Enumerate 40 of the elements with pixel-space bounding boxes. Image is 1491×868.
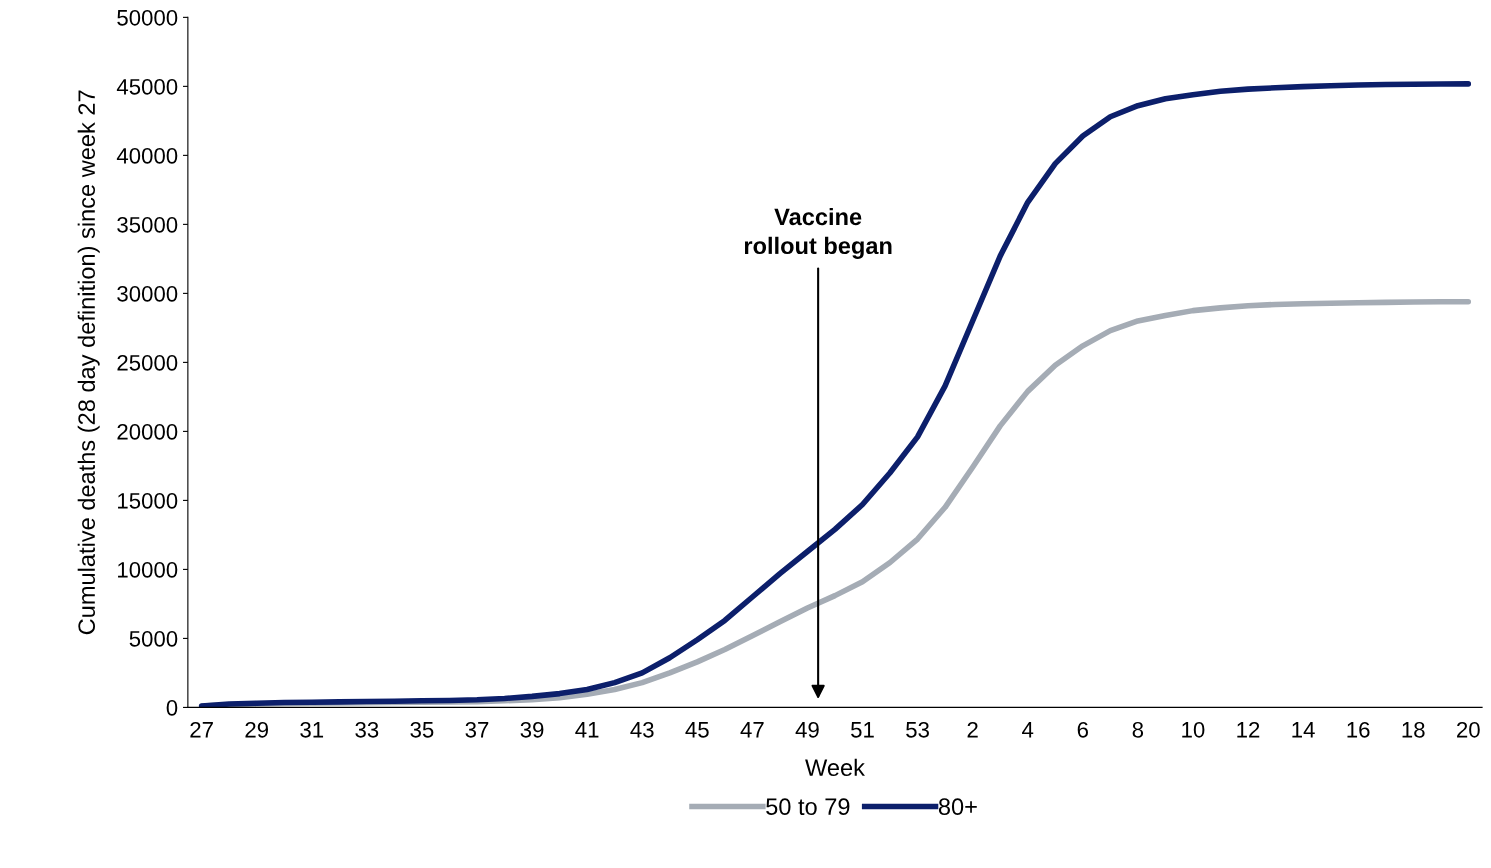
y-tick-label: 15000 xyxy=(118,492,178,509)
x-tick-label: 31 xyxy=(300,721,324,738)
x-tick-label: 41 xyxy=(575,722,599,738)
y-tick-label: 35000 xyxy=(117,216,178,233)
y-tick-label: 5000 xyxy=(129,630,178,647)
legend-label: 50 to 79 xyxy=(766,798,850,816)
x-tick-label: 18 xyxy=(1402,721,1425,738)
x-tick-label: 39 xyxy=(520,721,544,738)
x-tick-label: 33 xyxy=(355,721,379,738)
x-tick-label: 6 xyxy=(1077,721,1088,738)
x-tick-label: 10 xyxy=(1182,721,1205,738)
x-tick-label: 29 xyxy=(245,721,269,738)
x-tick-label: 49 xyxy=(795,721,819,738)
x-tick-label: 35 xyxy=(410,721,434,738)
y-tick-label: 50000 xyxy=(117,9,178,26)
y-tick-label: 25000 xyxy=(117,354,178,371)
y-axis-title: Cumulative deaths (28 day definition) since week 27 xyxy=(77,90,100,635)
x-axis-title: Week xyxy=(805,758,865,777)
y-tick-label: 45000 xyxy=(116,78,178,95)
y-tick-label: 40000 xyxy=(116,147,178,164)
y-tick-label: 30000 xyxy=(117,285,178,302)
x-tick-label: 12 xyxy=(1237,721,1260,738)
x-tick-label: 4 xyxy=(1022,722,1034,738)
x-tick-label: 51 xyxy=(851,722,874,738)
x-tick-label: 8 xyxy=(1132,721,1144,738)
x-tick-label: 20 xyxy=(1457,721,1480,738)
x-tick-label: 27 xyxy=(190,721,213,738)
x-tick-label: 53 xyxy=(906,721,929,738)
y-tick-label: 10000 xyxy=(118,561,178,578)
y-tick-label: 20000 xyxy=(117,423,178,440)
x-tick-label: 2 xyxy=(967,721,978,738)
x-tick-label: 14 xyxy=(1292,722,1315,738)
x-tick-label: 43 xyxy=(630,721,654,738)
annotation: Vaccine rollout began xyxy=(744,207,892,259)
y-tick-label: 0 xyxy=(166,699,178,716)
x-tick-label: 47 xyxy=(740,722,764,738)
legend-label: 80+ xyxy=(938,798,977,816)
x-tick-label: 16 xyxy=(1347,721,1370,738)
x-tick-label: 37 xyxy=(465,721,489,738)
x-tick-label: 45 xyxy=(685,722,709,738)
